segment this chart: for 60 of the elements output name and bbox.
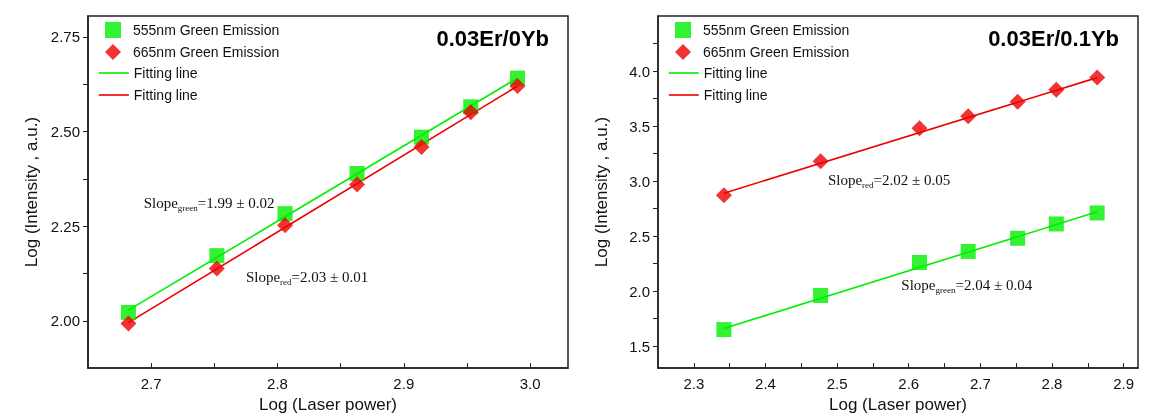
- point: [120, 304, 136, 320]
- y-tick-label: 2.50: [50, 122, 80, 140]
- point: [208, 260, 225, 277]
- x-tick-label: 2.8: [1041, 375, 1063, 393]
- x-tick-label: 2.8: [267, 375, 288, 393]
- point: [911, 120, 928, 137]
- point: [715, 187, 732, 204]
- point: [1089, 69, 1106, 86]
- point: [1048, 81, 1065, 98]
- y-axis-title: Log (Intensity , a.u.): [592, 116, 611, 268]
- y-tick-label: 3.5: [629, 117, 650, 135]
- point: [277, 206, 293, 222]
- point: [960, 243, 976, 259]
- point: [413, 139, 430, 155]
- y-tick-label: 3.0: [629, 172, 650, 190]
- chart-title: 0.03Er/0Yb: [436, 25, 550, 51]
- y-tick-label: 2.5: [629, 227, 650, 245]
- point: [1010, 230, 1026, 246]
- point: [1089, 205, 1105, 221]
- y-tick-label: 2.75: [50, 28, 80, 46]
- legend-label: Fitting line: [703, 87, 768, 103]
- y-tick-label: 1.5: [629, 337, 650, 355]
- y-tick-label: 2.0: [629, 282, 650, 300]
- legend-label: 555nm Green Emission: [703, 22, 850, 38]
- legend-label: Fitting line: [133, 87, 198, 103]
- point: [1048, 216, 1064, 232]
- point: [812, 153, 829, 170]
- y-axis-title: Log (Intensity , a.u.): [21, 116, 41, 268]
- x-tick-label: 2.7: [140, 375, 162, 393]
- x-tick-label: 2.9: [1113, 375, 1135, 393]
- point: [911, 254, 927, 270]
- x-tick-label: 2.3: [683, 375, 705, 393]
- chart-title: 0.03Er/0.1Yb: [988, 25, 1119, 51]
- y-tick-label: 2.00: [50, 312, 80, 330]
- point: [120, 315, 137, 332]
- x-axis-title: Log (Laser power): [829, 395, 967, 414]
- y-tick-label: 4.0: [629, 62, 650, 80]
- point: [716, 322, 732, 338]
- x-tick-label: 2.4: [755, 375, 776, 393]
- point: [209, 248, 225, 264]
- x-axis-title: Log (Laser power): [259, 395, 397, 414]
- x-tick-label: 3.0: [519, 375, 541, 393]
- legend-label: 665nm Green Emission: [703, 44, 850, 60]
- x-tick-label: 2.6: [898, 375, 920, 393]
- point: [462, 104, 479, 121]
- point: [1009, 93, 1026, 110]
- point: [277, 217, 294, 234]
- point: [349, 166, 365, 181]
- point: [813, 287, 829, 303]
- legend-label: 665nm Green Emission: [133, 44, 280, 60]
- legend-label: Fitting line: [703, 65, 768, 81]
- legend-label: 555nm Green Emission: [133, 22, 280, 38]
- x-tick-label: 2.7: [969, 375, 991, 393]
- legend-label: Fitting line: [133, 65, 198, 81]
- x-tick-label: 2.9: [393, 375, 415, 393]
- y-tick-label: 2.25: [50, 217, 80, 235]
- x-tick-label: 2.5: [826, 375, 848, 393]
- point: [960, 108, 977, 125]
- point: [349, 176, 366, 193]
- point: [509, 78, 526, 95]
